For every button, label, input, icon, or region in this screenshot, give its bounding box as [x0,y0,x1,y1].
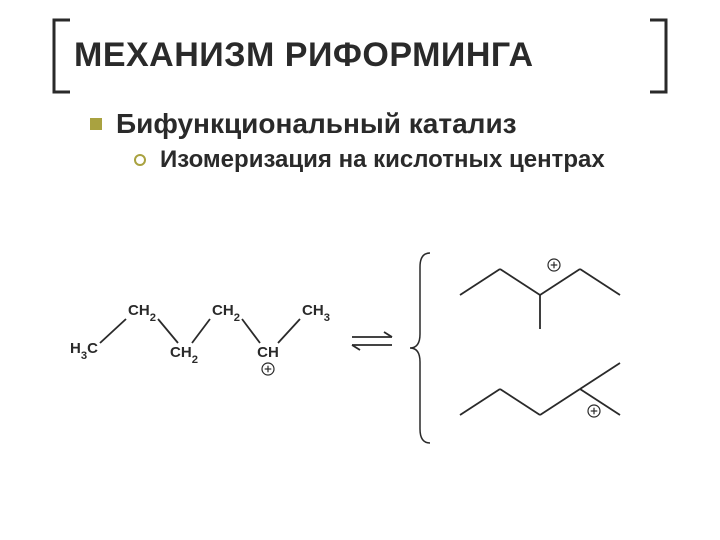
title-bar: МЕХАНИЗМ РИФОРМИНГА [50,18,670,98]
bracket-left-icon [50,18,72,94]
svg-text:CH3: CH3 [302,302,330,324]
circle-bullet-icon [134,154,146,166]
chemistry-diagram: H3C CH2 CH2 CH2 CH CH3 [60,245,670,505]
svg-text:CH: CH [257,344,279,361]
2-methylpentyl-cation [460,259,620,329]
svg-text:CH2: CH2 [170,344,198,366]
bullet1-text: Бифункциональный катализ [116,108,517,140]
bullet-list: Бифункциональный катализ Изомеризация на… [90,108,660,175]
svg-text:CH2: CH2 [128,302,156,324]
bullet-level2: Изомеризация на кислотных центрах [134,146,660,175]
slide: МЕХАНИЗМ РИФОРМИНГА Бифункциональный кат… [0,0,720,540]
3-methylpentyl-cation [460,363,620,417]
bracket-right-icon [648,18,670,94]
svg-text:H3C: H3C [70,340,98,362]
bullet2-text: Изомеризация на кислотных центрах [160,146,605,175]
svg-text:CH2: CH2 [212,302,240,324]
square-bullet-icon [90,118,102,130]
page-title: МЕХАНИЗМ РИФОРМИНГА [74,36,646,75]
bullet-level1: Бифункциональный катализ [90,108,660,140]
